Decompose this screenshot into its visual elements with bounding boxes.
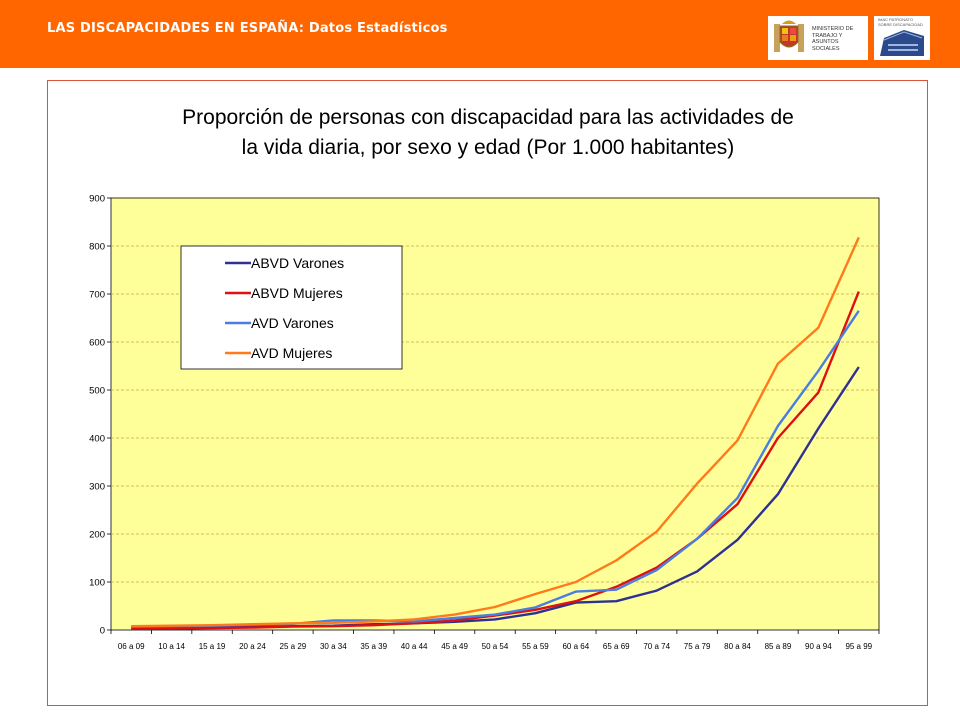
x-tick-label: 75 a 79 <box>684 642 711 651</box>
chart-title: Proporción de personas con discapacidad … <box>48 103 928 163</box>
y-tick-label: 500 <box>89 386 105 397</box>
y-tick-label: 400 <box>89 434 105 445</box>
x-tick-label: 06 a 09 <box>118 642 145 651</box>
x-tick-label: 15 a 19 <box>199 642 226 651</box>
series-line-4 <box>131 236 860 628</box>
y-tick-label: 300 <box>89 482 105 493</box>
legend-label-2: ABVD Mujeres <box>251 285 343 301</box>
y-tick-label: 700 <box>89 290 105 301</box>
x-tick-label: 35 a 39 <box>360 642 387 651</box>
x-tick-label: 95 a 99 <box>845 642 872 651</box>
x-tick-label: 20 a 24 <box>239 642 266 651</box>
y-tick-label: 800 <box>89 242 105 253</box>
spain-coat-of-arms-icon <box>774 20 804 52</box>
header-bar: LAS DISCAPACIDADES EN ESPAÑA: Datos Esta… <box>0 0 960 68</box>
imserso-logo: IMAC PATRONATO SOBRE DISCAPACIDAD <box>874 16 930 60</box>
y-tick-label: 900 <box>89 194 105 205</box>
y-tick-label: 200 <box>89 530 105 541</box>
ministerio-logo: MINISTERIO DE TRABAJO Y ASUNTOS SOCIALES <box>768 16 868 60</box>
chart-title-line-1: Proporción de personas con discapacidad … <box>182 106 794 129</box>
ministerio-logo-text: MINISTERIO DE TRABAJO Y ASUNTOS SOCIALES <box>812 26 854 52</box>
x-tick-label: 10 a 14 <box>158 642 185 651</box>
x-tick-label: 55 a 59 <box>522 642 549 651</box>
chart-title-line-2: la vida diaria, por sexo y edad (Por 1.0… <box>241 136 735 159</box>
x-tick-label: 80 a 84 <box>724 642 751 651</box>
legend-label-1: ABVD Varones <box>251 255 344 271</box>
x-tick-label: 25 a 29 <box>280 642 307 651</box>
y-tick-label: 600 <box>89 338 105 349</box>
x-tick-label: 90 a 94 <box>805 642 832 651</box>
legend-label-3: AVD Varones <box>251 315 334 331</box>
x-tick-label: 65 a 69 <box>603 642 630 651</box>
legend-label-4: AVD Mujeres <box>251 345 332 361</box>
x-tick-label: 40 a 44 <box>401 642 428 651</box>
x-tick-label: 45 a 49 <box>441 642 468 651</box>
x-tick-label: 70 a 74 <box>643 642 670 651</box>
x-tick-label: 50 a 54 <box>482 642 509 651</box>
building-icon <box>880 30 924 56</box>
y-tick-label: 100 <box>89 578 105 589</box>
x-tick-label: 85 a 89 <box>765 642 792 651</box>
x-tick-label: 30 a 34 <box>320 642 347 651</box>
legend-box <box>180 245 403 370</box>
imserso-logo-text: IMAC PATRONATO SOBRE DISCAPACIDAD <box>878 17 923 27</box>
x-tick-label: 60 a 64 <box>562 642 589 651</box>
page-title: LAS DISCAPACIDADES EN ESPAÑA: Datos Esta… <box>47 21 448 36</box>
y-tick-label: 0 <box>100 626 105 637</box>
